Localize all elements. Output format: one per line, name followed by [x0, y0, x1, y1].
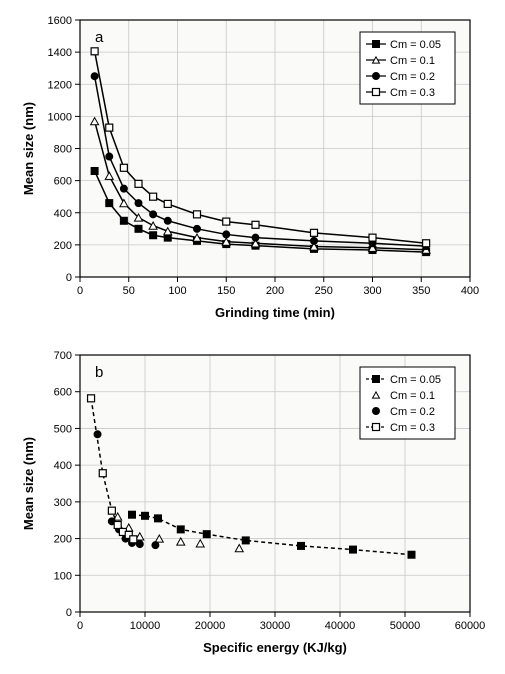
- panel-letter: a: [95, 29, 104, 46]
- legend-entry: Cm = 0.05: [390, 39, 441, 51]
- y-tick-label: 200: [54, 534, 72, 546]
- y-tick-label: 1600: [48, 15, 72, 27]
- chart-b: 0 10000 20000 30000 40000 50000 60000 0 100 200 30…: [15, 340, 490, 660]
- y-tick-label: 700: [54, 350, 72, 362]
- y-tick-label: 1000: [48, 111, 72, 123]
- x-tick-label: 10000: [130, 620, 161, 632]
- x-tick-label: 0: [77, 620, 83, 632]
- y-axis-label: Mean size (nm): [21, 102, 36, 195]
- legend-entry: Cm = 0.3: [390, 422, 435, 434]
- y-tick-label: 1200: [48, 79, 72, 91]
- x-tick-label: 200: [266, 285, 284, 297]
- figure-page: 0 50 100 150 200 250 300 350 400 0 200 400 600 800 100…: [0, 0, 505, 674]
- legend-entry: Cm = 0.2: [390, 71, 435, 83]
- y-tick-label: 1400: [48, 47, 72, 59]
- chart-a: 0 50 100 150 200 250 300 350 400 0 200 400 600 800 100…: [15, 5, 490, 325]
- x-tick-label: 350: [412, 285, 430, 297]
- y-tick-label: 800: [54, 144, 72, 156]
- x-tick-label: 20000: [195, 620, 226, 632]
- y-tick-label: 400: [54, 208, 72, 220]
- y-tick-label: 600: [54, 176, 72, 188]
- x-tick-label: 50: [123, 285, 135, 297]
- legend-entry: Cm = 0.3: [390, 87, 435, 99]
- x-tick-label: 0: [77, 285, 83, 297]
- y-axis-label: Mean size (nm): [21, 437, 36, 530]
- y-tick-label: 200: [54, 240, 72, 252]
- x-tick-label: 250: [315, 285, 333, 297]
- x-tick-label: 100: [168, 285, 186, 297]
- x-tick-label: 40000: [325, 620, 356, 632]
- x-tick-label: 60000: [455, 620, 486, 632]
- y-tick-label: 600: [54, 387, 72, 399]
- x-tick-label: 300: [363, 285, 381, 297]
- x-tick-label: 400: [461, 285, 479, 297]
- x-axis-label: Specific energy (KJ/kg): [203, 640, 347, 655]
- legend-entry: Cm = 0.05: [390, 374, 441, 386]
- x-tick-label: 150: [217, 285, 235, 297]
- legend-entry: Cm = 0.2: [390, 406, 435, 418]
- x-axis-label: Grinding time (min): [215, 305, 335, 320]
- y-tick-label: 0: [66, 607, 72, 619]
- y-tick-label: 0: [66, 272, 72, 284]
- x-tick-label: 50000: [390, 620, 421, 632]
- y-tick-label: 300: [54, 497, 72, 509]
- y-tick-label: 100: [54, 570, 72, 582]
- x-tick-label: 30000: [260, 620, 291, 632]
- y-tick-label: 400: [54, 460, 72, 472]
- panel-letter: b: [95, 364, 103, 381]
- legend-entry: Cm = 0.1: [390, 55, 435, 67]
- y-tick-label: 500: [54, 423, 72, 435]
- legend-entry: Cm = 0.1: [390, 390, 435, 402]
